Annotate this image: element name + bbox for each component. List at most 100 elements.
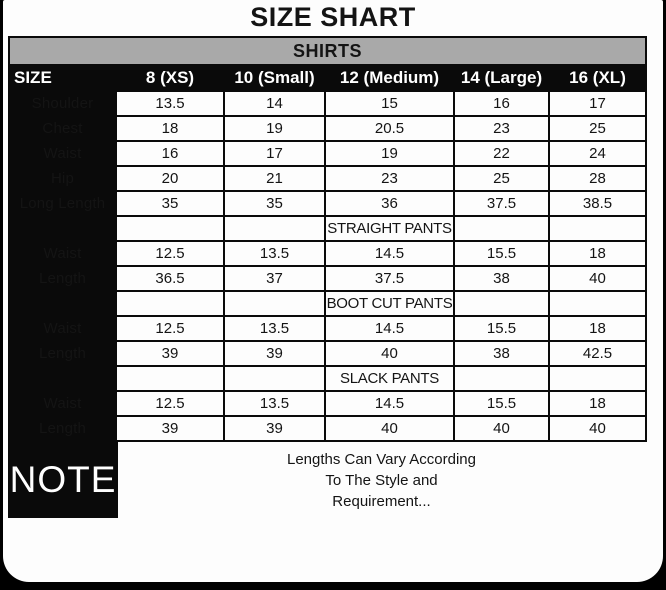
cell-value: 36 [324,190,455,217]
empty-cell [223,290,326,317]
size-chart-card: SIZE SHART SHIRTS SIZE 8 (XS) 10 (Small)… [3,0,663,582]
empty-label-cell [8,290,117,317]
note-text: Lengths Can Vary According To The Style … [118,442,645,518]
row-label: Length [8,265,117,292]
column-header-small: 10 (Small) [223,64,326,92]
cell-value: 20 [115,165,225,192]
column-header-xl: 16 (XL) [547,64,648,92]
table-row-shoulder: Shoulder 13.5 14 15 16 17 [8,90,648,117]
cell-value: 15.5 [453,240,550,267]
row-label: Hip [8,165,117,192]
note-line-1: Lengths Can Vary According [286,451,476,468]
empty-cell [547,365,648,392]
cell-value: 23 [453,115,550,142]
page-title: SIZE SHART [250,2,416,32]
cell-value: 35 [223,190,326,217]
cell-value: 14.5 [324,315,455,342]
cell-value: 18 [547,240,648,267]
section-title-slack-pants: SLACK PANTS [324,365,455,392]
empty-cell [115,365,225,392]
cell-value: 17 [223,140,326,167]
empty-cell [223,215,326,242]
cell-value: 16 [453,90,550,117]
cell-value: 39 [115,340,225,367]
shirts-header: SHIRTS [7,36,648,66]
row-label: Length [8,415,117,442]
cell-value: 25 [453,165,550,192]
column-header-xs: 8 (XS) [115,64,225,92]
table-row-hip: Hip 20 21 23 25 28 [8,165,648,192]
size-header-row: SIZE 8 (XS) 10 (Small) 12 (Medium) 14 (L… [8,64,648,92]
cell-value: 40 [547,265,648,292]
cell-value: 38 [453,340,550,367]
note-line-2: To The Style and [325,472,438,489]
section-header-row-slack-pants: SLACK PANTS [8,365,648,392]
empty-cell [453,215,550,242]
cell-value: 21 [223,165,326,192]
cell-value: 39 [223,415,326,442]
empty-cell [547,215,648,242]
row-label: Waist [8,140,117,167]
cell-value: 40 [324,340,455,367]
cell-value: 13.5 [223,240,326,267]
table-row-waist-shirt: Waist 16 17 19 22 24 [8,140,648,167]
row-label: Shoulder [8,90,117,117]
note-line-3: Requirement... [332,493,431,510]
table-row-bootcut-waist: Waist 12.5 13.5 14.5 15.5 18 [8,315,648,342]
cell-value: 38 [453,265,550,292]
cell-value: 12.5 [115,240,225,267]
table-row-straight-waist: Waist 12.5 13.5 14.5 15.5 18 [8,240,648,267]
cell-value: 37 [223,265,326,292]
empty-cell [547,290,648,317]
table-row-chest: Chest 18 19 20.5 23 25 [8,115,648,142]
shirts-header-row: SHIRTS [7,36,648,66]
cell-value: 15.5 [453,315,550,342]
row-label: Long Length [8,190,117,217]
empty-cell [115,290,225,317]
section-title-boot-cut-pants: BOOT CUT PANTS [324,290,455,317]
row-label: Waist [8,390,117,417]
cell-value: 35 [115,190,225,217]
cell-value: 15 [324,90,455,117]
row-label: Waist [8,240,117,267]
column-header-medium: 12 (Medium) [324,64,455,92]
cell-value: 24 [547,140,648,167]
cell-value: 22 [453,140,550,167]
section-header-row-straight-pants: STRAIGHT PANTS [8,215,648,242]
size-header-label: SIZE [8,64,117,92]
cell-value: 12.5 [115,315,225,342]
table-row-long-length: Long Length 35 35 36 37.5 38.5 [8,190,648,217]
cell-value: 17 [547,90,648,117]
empty-label-cell [8,215,117,242]
empty-cell [223,365,326,392]
cell-value: 37.5 [324,265,455,292]
cell-value: 15.5 [453,390,550,417]
table-row-slack-length: Length 39 39 40 40 40 [8,415,648,442]
empty-label-cell [8,365,117,392]
cell-value: 37.5 [453,190,550,217]
empty-cell [453,365,550,392]
cell-value: 14.5 [324,390,455,417]
row-label: Chest [8,115,117,142]
note-label-box: NOTE [8,442,118,518]
cell-value: 36.5 [115,265,225,292]
cell-value: 13.5 [115,90,225,117]
cell-value: 16 [115,140,225,167]
cell-value: 25 [547,115,648,142]
cell-value: 13.5 [223,390,326,417]
cell-value: 42.5 [547,340,648,367]
cell-value: 18 [547,390,648,417]
cell-value: 28 [547,165,648,192]
empty-cell [115,215,225,242]
cell-value: 19 [324,140,455,167]
row-label: Length [8,340,117,367]
cell-value: 40 [324,415,455,442]
cell-value: 23 [324,165,455,192]
cell-value: 18 [547,315,648,342]
cell-value: 14 [223,90,326,117]
cell-value: 12.5 [115,390,225,417]
cell-value: 19 [223,115,326,142]
cell-value: 38.5 [547,190,648,217]
table-row-slack-waist: Waist 12.5 13.5 14.5 15.5 18 [8,390,648,417]
cell-value: 39 [115,415,225,442]
